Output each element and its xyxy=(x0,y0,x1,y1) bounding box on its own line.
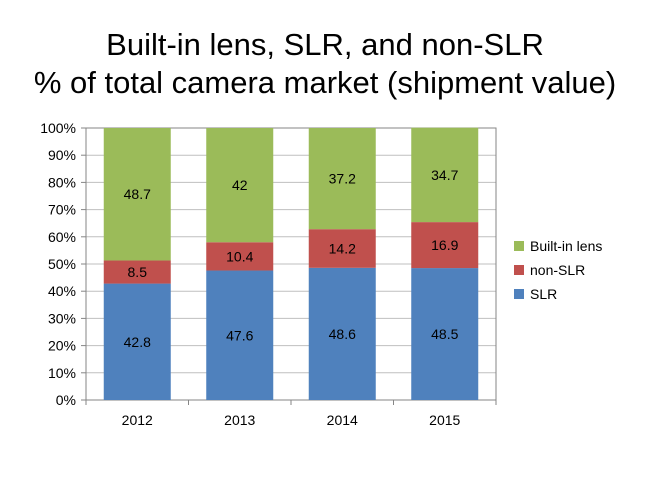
y-tick-label: 60% xyxy=(48,229,76,245)
x-tick-label: 2014 xyxy=(327,412,358,428)
x-tick-label: 2013 xyxy=(224,412,255,428)
bar-segment xyxy=(206,270,274,400)
y-tick-label: 80% xyxy=(48,174,76,190)
bar-segment xyxy=(411,268,479,400)
y-tick-label: 40% xyxy=(48,283,76,299)
data-label: 48.7 xyxy=(124,186,151,202)
y-tick-label: 100% xyxy=(40,120,76,136)
data-label: 8.5 xyxy=(128,264,148,280)
bar-segment xyxy=(411,222,479,269)
bar-segment xyxy=(103,260,171,284)
x-tick-label: 2012 xyxy=(122,412,153,428)
bar-segment xyxy=(206,242,274,271)
y-tick-label: 30% xyxy=(48,310,76,326)
bar-segment xyxy=(206,128,274,243)
chart-title-line-2: % of total camera market (shipment value… xyxy=(33,65,617,100)
bar-segment xyxy=(308,128,376,230)
y-tick-label: 0% xyxy=(56,392,76,408)
y-tick-label: 10% xyxy=(48,365,76,381)
legend-swatch xyxy=(514,289,524,299)
bar-segment xyxy=(308,229,376,268)
y-tick-label: 70% xyxy=(48,202,76,218)
data-label: 48.5 xyxy=(431,326,458,342)
legend-label: Built-in lens xyxy=(530,238,602,254)
y-tick-label: 90% xyxy=(48,147,76,163)
y-tick-label: 20% xyxy=(48,338,76,354)
chart-title-line-1: Built-in lens, SLR, and non-SLR xyxy=(106,27,544,62)
data-label: 10.4 xyxy=(226,248,253,264)
legend-label: non-SLR xyxy=(530,262,585,278)
data-label: 16.9 xyxy=(431,237,458,253)
data-label: 37.2 xyxy=(329,171,356,187)
bar-segment xyxy=(308,267,376,400)
data-label: 14.2 xyxy=(329,240,356,256)
bar-segment xyxy=(103,128,171,261)
y-tick-label: 50% xyxy=(48,256,76,272)
data-label: 42.8 xyxy=(124,334,151,350)
bar-segment xyxy=(411,127,479,223)
legend-swatch xyxy=(514,265,524,275)
data-label: 42 xyxy=(232,177,248,193)
legend-label: SLR xyxy=(530,286,557,302)
bar-segment xyxy=(103,283,171,400)
x-tick-label: 2015 xyxy=(429,412,460,428)
data-label: 34.7 xyxy=(431,167,458,183)
legend-swatch xyxy=(514,241,524,251)
data-label: 48.6 xyxy=(329,326,356,342)
data-label: 47.6 xyxy=(226,327,253,343)
chart-title: Built-in lens, SLR, and non-SLR % of tot… xyxy=(0,26,650,102)
